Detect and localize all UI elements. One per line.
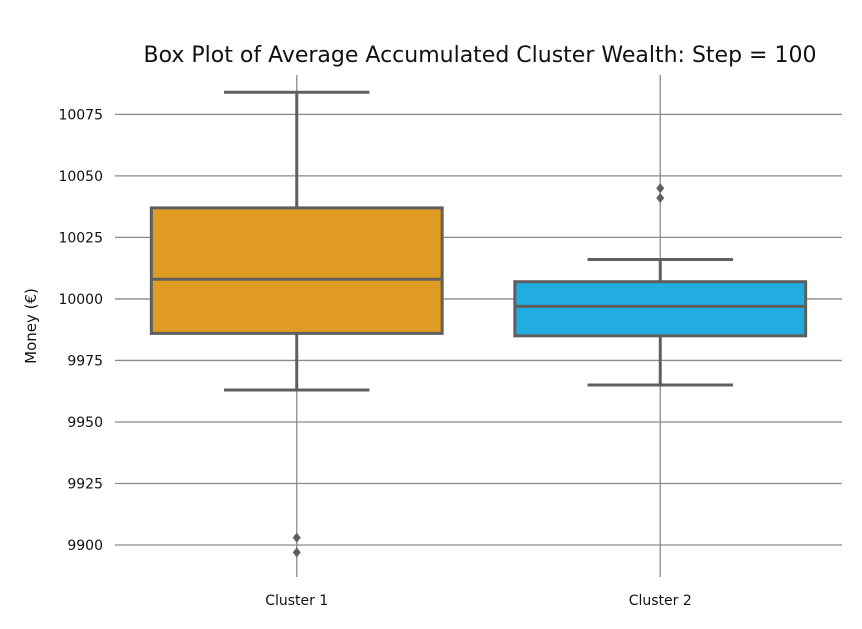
y-tick-label: 10025 <box>58 230 103 246</box>
y-tick-label: 9950 <box>67 415 103 431</box>
tick-labels: 9900 9925 9950 9975 10000 10025 10050 10075 Clus… <box>58 107 691 609</box>
y-tick-label: 10000 <box>58 292 103 308</box>
y-tick-label: 10075 <box>58 107 103 123</box>
x-tick-label: Cluster 1 <box>265 593 328 609</box>
outlier-point <box>656 183 665 194</box>
box-iqr <box>513 280 808 338</box>
outlier-point <box>292 547 301 558</box>
outlier-point <box>292 532 301 543</box>
y-tick-label: 9975 <box>67 353 103 369</box>
x-tick-label: Cluster 2 <box>629 593 692 609</box>
chart-title: Box Plot of Average Accumulated Cluster … <box>144 43 817 68</box>
y-tick-label: 10050 <box>58 169 103 185</box>
y-tick-label: 9900 <box>67 538 103 554</box>
y-tick-label: 9925 <box>67 476 103 492</box>
boxes <box>149 90 808 558</box>
box-cluster-1 <box>149 90 444 558</box>
outlier-point <box>656 193 665 204</box>
box-iqr <box>149 206 444 335</box>
box-cluster-2 <box>513 183 808 387</box>
y-axis-label: Money (€) <box>22 288 40 364</box>
